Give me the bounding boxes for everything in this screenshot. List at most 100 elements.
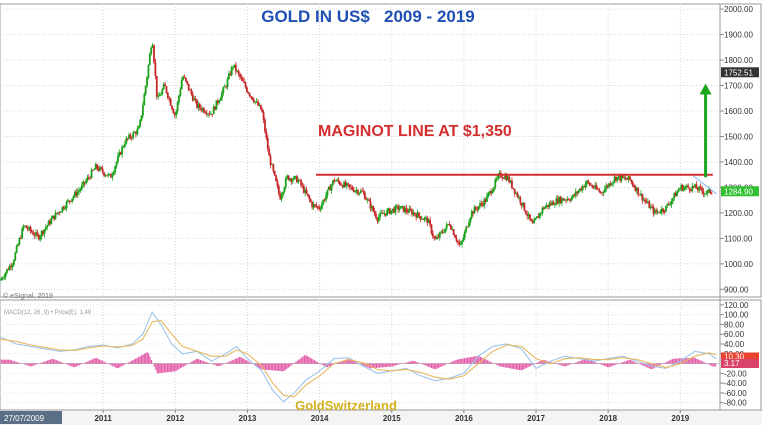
candle-down <box>238 71 240 74</box>
macd-histogram-bar <box>291 364 292 366</box>
candle-up <box>603 192 605 193</box>
candle-down <box>278 186 280 194</box>
macd-histogram-bar <box>500 364 501 367</box>
macd-histogram-bar <box>665 363 666 364</box>
macd-histogram-bar <box>539 361 540 363</box>
price-tick-label: 1500.00 <box>724 132 753 141</box>
macd-histogram-bar <box>375 364 376 368</box>
macd-histogram-bar <box>592 361 593 363</box>
candle-down <box>186 81 188 84</box>
macd-histogram-bar <box>317 362 318 364</box>
candle-up <box>218 101 220 103</box>
macd-histogram-bar <box>98 359 99 364</box>
candle-up <box>66 202 68 208</box>
candle-up <box>46 225 48 227</box>
candle-up <box>335 181 337 182</box>
macd-histogram-bar <box>56 360 57 363</box>
macd-histogram-bar <box>37 364 38 365</box>
macd-histogram-bar <box>323 364 324 366</box>
macd-histogram-bar <box>502 364 503 367</box>
macd-histogram-bar <box>191 362 192 364</box>
candle-down <box>310 199 312 202</box>
macd-histogram-bar <box>92 359 93 363</box>
candle-down <box>274 171 276 175</box>
candle-down <box>203 108 205 112</box>
candle-down <box>501 177 503 178</box>
candle-up <box>117 156 119 162</box>
candle-down <box>171 106 173 110</box>
candle-down <box>633 185 635 187</box>
macd-histogram-bar <box>272 364 273 371</box>
candle-up <box>16 246 18 253</box>
macd-histogram-bar <box>561 364 562 366</box>
time-tick-label: 2019 <box>671 414 689 423</box>
candle-up <box>395 206 397 213</box>
candle-down <box>247 92 249 94</box>
macd-histogram-bar <box>538 362 539 363</box>
macd-histogram-bar <box>388 364 389 367</box>
candle-up <box>578 191 580 193</box>
macd-histogram-bar <box>297 361 298 364</box>
macd-histogram-bar <box>487 360 488 363</box>
macd-histogram-bar <box>200 360 201 364</box>
price-tick-label: 1600.00 <box>724 107 753 116</box>
macd-histogram-bar <box>47 360 48 363</box>
candle-down <box>664 211 666 212</box>
candle-down <box>431 225 433 234</box>
macd-histogram-bar <box>289 364 290 367</box>
macd-histogram-bar <box>536 363 537 364</box>
macd-histogram-bar <box>526 364 527 368</box>
candle-up <box>21 228 23 238</box>
macd-histogram-bar <box>623 362 624 364</box>
candle-up <box>39 236 41 239</box>
candle-down <box>263 112 265 120</box>
macd-histogram-bar <box>112 364 113 366</box>
candle-down <box>153 45 155 62</box>
candle-up <box>331 185 333 191</box>
macd-histogram-bar <box>600 364 601 365</box>
macd-histogram-bar <box>10 360 11 364</box>
macd-histogram-bar <box>66 364 67 365</box>
price-tick-label: 2000.00 <box>724 5 753 14</box>
candle-up <box>665 206 667 212</box>
macd-histogram-bar <box>437 364 438 369</box>
candle-down <box>372 206 374 211</box>
candle-up <box>611 183 613 185</box>
candle-up <box>111 175 113 178</box>
macd-histogram-bar <box>69 364 70 366</box>
macd-histogram-bar <box>491 363 492 364</box>
macd-histogram-bar <box>313 359 314 363</box>
candle-down <box>30 227 32 231</box>
candle-down <box>267 138 269 149</box>
macd-histogram-bar <box>628 360 629 364</box>
macd-histogram-bar <box>604 364 605 366</box>
candle-down <box>625 178 627 180</box>
candle-down <box>204 112 206 113</box>
candle-up <box>132 133 134 138</box>
time-tick-label: 2015 <box>383 414 401 423</box>
price-tick-label: 1700.00 <box>724 82 753 91</box>
candle-down <box>553 202 555 205</box>
macd-histogram-bar <box>390 364 391 367</box>
candle-down <box>524 203 526 211</box>
candle-down <box>644 200 646 202</box>
macd-histogram-bar <box>125 364 126 365</box>
candle-up <box>125 138 127 143</box>
macd-histogram-bar <box>111 364 112 366</box>
macd-histogram-bar <box>504 364 505 368</box>
candle-up <box>284 187 286 192</box>
candle-down <box>511 180 513 188</box>
macd-histogram-bar <box>617 364 618 365</box>
candle-up <box>492 191 494 194</box>
candle-up <box>464 232 466 238</box>
macd-histogram-bar <box>380 364 381 368</box>
candle-up <box>684 187 686 188</box>
macd-histogram-bar <box>229 362 230 364</box>
macd-histogram-bar <box>636 363 637 364</box>
macd-histogram-bar <box>382 364 383 368</box>
macd-histogram-bar <box>180 364 181 369</box>
macd-histogram-bar <box>696 359 697 364</box>
macd-histogram-bar <box>87 361 88 363</box>
macd-histogram-bar <box>673 359 674 364</box>
macd-histogram-bar <box>236 358 237 363</box>
